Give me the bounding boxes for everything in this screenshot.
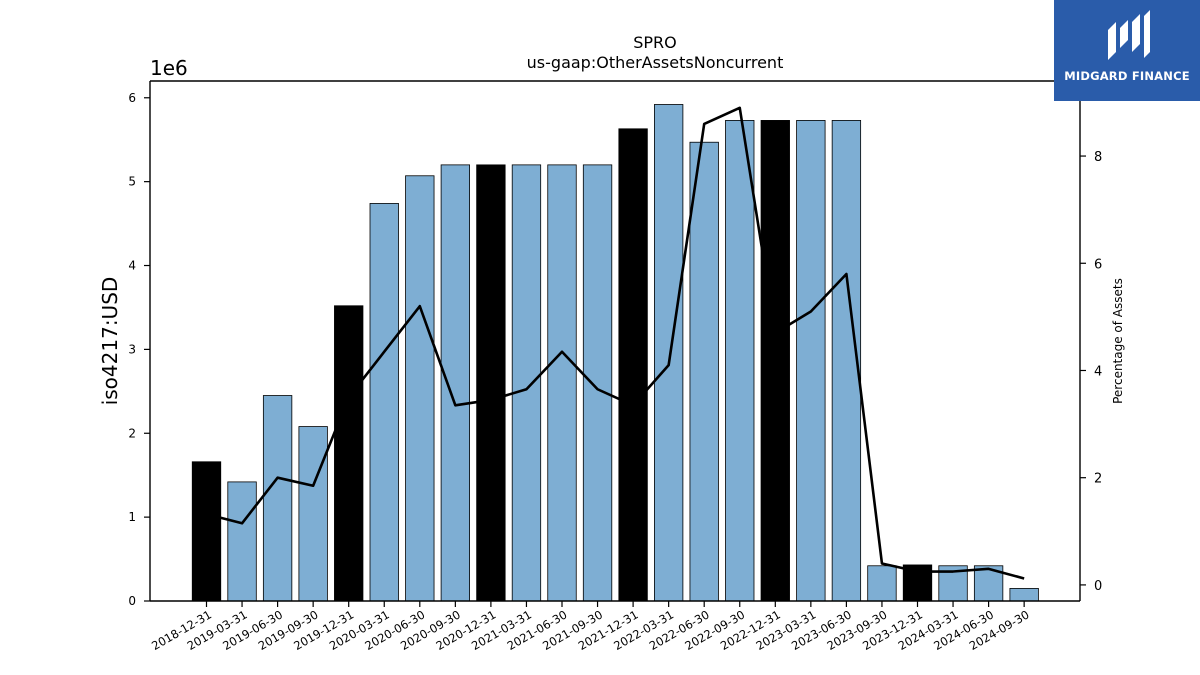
bar bbox=[476, 164, 506, 602]
y-tick-label: 6 bbox=[128, 91, 136, 105]
bar bbox=[654, 104, 684, 602]
bar bbox=[511, 164, 542, 602]
y2-tick-label: 0 bbox=[1094, 579, 1102, 594]
y2-tick-label: 8 bbox=[1094, 150, 1102, 165]
bar bbox=[689, 141, 719, 602]
bar bbox=[298, 426, 328, 602]
bar bbox=[440, 164, 471, 602]
y-tick-label: 2 bbox=[128, 426, 136, 440]
chart-title: SPRO bbox=[633, 33, 677, 52]
bar bbox=[867, 565, 897, 602]
bar bbox=[369, 203, 399, 602]
y-exponent-label: 1e6 bbox=[150, 56, 188, 80]
y-tick-label: 0 bbox=[128, 594, 136, 608]
bar bbox=[262, 395, 293, 602]
bar bbox=[227, 481, 257, 602]
bar bbox=[582, 164, 613, 602]
percentage-line bbox=[206, 106, 1025, 580]
bar bbox=[618, 128, 648, 602]
bar bbox=[725, 120, 755, 602]
logo-mark-icon bbox=[1108, 10, 1150, 60]
bar bbox=[334, 305, 364, 602]
logo-text: MIDGARD FINANCE bbox=[1064, 69, 1190, 83]
y-tick-label: 1 bbox=[128, 510, 136, 524]
bar bbox=[405, 175, 435, 602]
midgard-finance-logo: MIDGARD FINANCE bbox=[1054, 0, 1200, 101]
bar bbox=[191, 461, 222, 602]
bar bbox=[547, 164, 577, 602]
y-tick-label: 4 bbox=[128, 259, 136, 273]
y2-tick-label: 6 bbox=[1094, 257, 1102, 272]
y2-tick-label: 4 bbox=[1094, 364, 1102, 379]
bar bbox=[1009, 588, 1039, 602]
y-axis-label: iso4217:USD bbox=[98, 277, 122, 406]
y-tick-label: 5 bbox=[128, 175, 136, 189]
bar bbox=[796, 120, 826, 602]
chart-subtitle: us-gaap:OtherAssetsNoncurrent bbox=[527, 53, 784, 72]
y2-tick-label: 2 bbox=[1094, 472, 1102, 487]
y-tick-label: 3 bbox=[128, 342, 136, 356]
bar bbox=[760, 120, 790, 602]
y2-axis-label: Percentage of Assets bbox=[1111, 278, 1125, 404]
